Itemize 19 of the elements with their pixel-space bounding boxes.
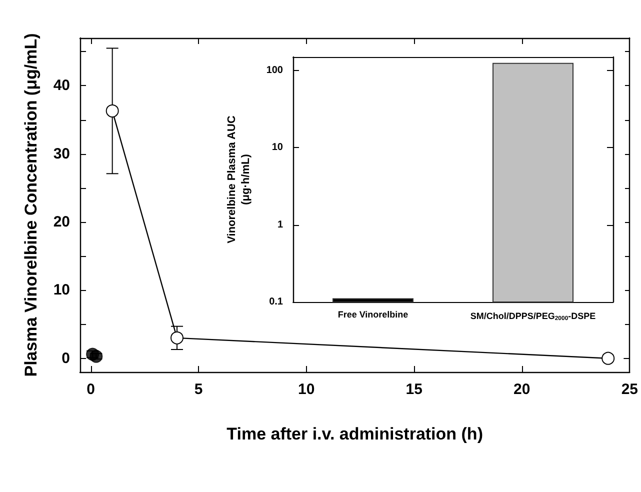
y-axis-title: Vinorelbine Plasma AUC (μg·h/mL) <box>226 116 252 244</box>
y-tick-label: 100 <box>266 65 284 76</box>
x-tick-label: Free Vinorelbine <box>338 310 408 320</box>
y-tick-label: 30 <box>53 145 70 162</box>
y-tick-label: 1 <box>277 219 284 230</box>
x-tick-label: 20 <box>514 381 530 398</box>
y-tick-label: 0 <box>62 350 70 367</box>
y-tick-label: 20 <box>53 214 70 231</box>
x-tick-label: 5 <box>194 381 203 398</box>
y-tick-label: 0.1 <box>269 296 284 308</box>
y-tick-label: 40 <box>53 77 70 94</box>
x-tick-label: 10 <box>298 381 315 398</box>
y-tick-label: 10 <box>53 282 70 299</box>
x-tick-label: 0 <box>86 381 95 398</box>
x-tick-label: 25 <box>621 381 638 398</box>
y-axis-title: Plasma Vinorelbine Concentration (μg/mL) <box>22 33 40 377</box>
y-tick-label: 10 <box>272 142 284 154</box>
x-axis-title: Time after i.v. administration (h) <box>226 424 483 444</box>
x-tick-label: 15 <box>406 381 422 398</box>
